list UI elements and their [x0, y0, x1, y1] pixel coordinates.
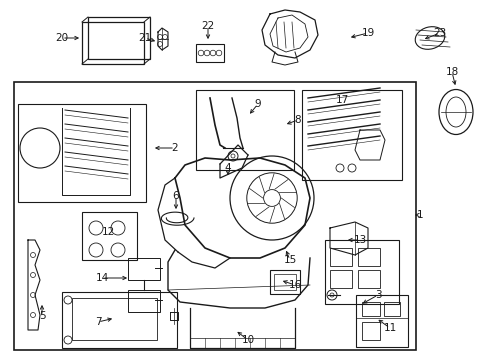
Text: 7: 7 — [95, 317, 101, 327]
Bar — [62, 292, 177, 348]
Bar — [88, 17, 150, 59]
Bar — [14, 82, 415, 350]
Bar — [325, 240, 398, 304]
Text: 12: 12 — [101, 227, 114, 237]
Text: 19: 19 — [361, 28, 374, 38]
Text: 9: 9 — [254, 99, 261, 109]
Bar — [361, 322, 379, 340]
Bar — [357, 270, 379, 288]
Bar — [273, 274, 295, 290]
Bar — [128, 290, 160, 312]
Text: 3: 3 — [374, 290, 381, 300]
Bar — [82, 212, 137, 260]
Text: 20: 20 — [55, 33, 68, 43]
Text: 8: 8 — [294, 115, 301, 125]
Text: 10: 10 — [241, 335, 254, 345]
Bar — [329, 248, 351, 266]
Text: 23: 23 — [432, 28, 446, 38]
Text: 11: 11 — [383, 323, 396, 333]
Text: 2: 2 — [171, 143, 178, 153]
Text: 14: 14 — [95, 273, 108, 283]
Bar — [383, 302, 399, 316]
Bar — [269, 270, 299, 294]
Text: 16: 16 — [288, 280, 301, 290]
Text: 21: 21 — [138, 33, 151, 43]
Bar — [72, 298, 157, 340]
Bar — [302, 90, 401, 180]
Text: 13: 13 — [353, 235, 366, 245]
Bar — [128, 258, 160, 280]
Bar — [18, 104, 146, 202]
Bar — [361, 302, 379, 316]
Text: 22: 22 — [201, 21, 214, 31]
Text: 15: 15 — [283, 255, 296, 265]
Text: 4: 4 — [224, 163, 231, 173]
Text: 5: 5 — [39, 311, 45, 321]
Text: 1: 1 — [416, 210, 423, 220]
Text: 18: 18 — [445, 67, 458, 77]
Bar — [355, 295, 407, 347]
Bar — [196, 90, 293, 170]
Bar — [82, 22, 143, 64]
Bar — [196, 44, 224, 62]
Bar — [329, 270, 351, 288]
Text: 17: 17 — [335, 95, 348, 105]
Text: 6: 6 — [172, 191, 179, 201]
Bar — [357, 248, 379, 266]
